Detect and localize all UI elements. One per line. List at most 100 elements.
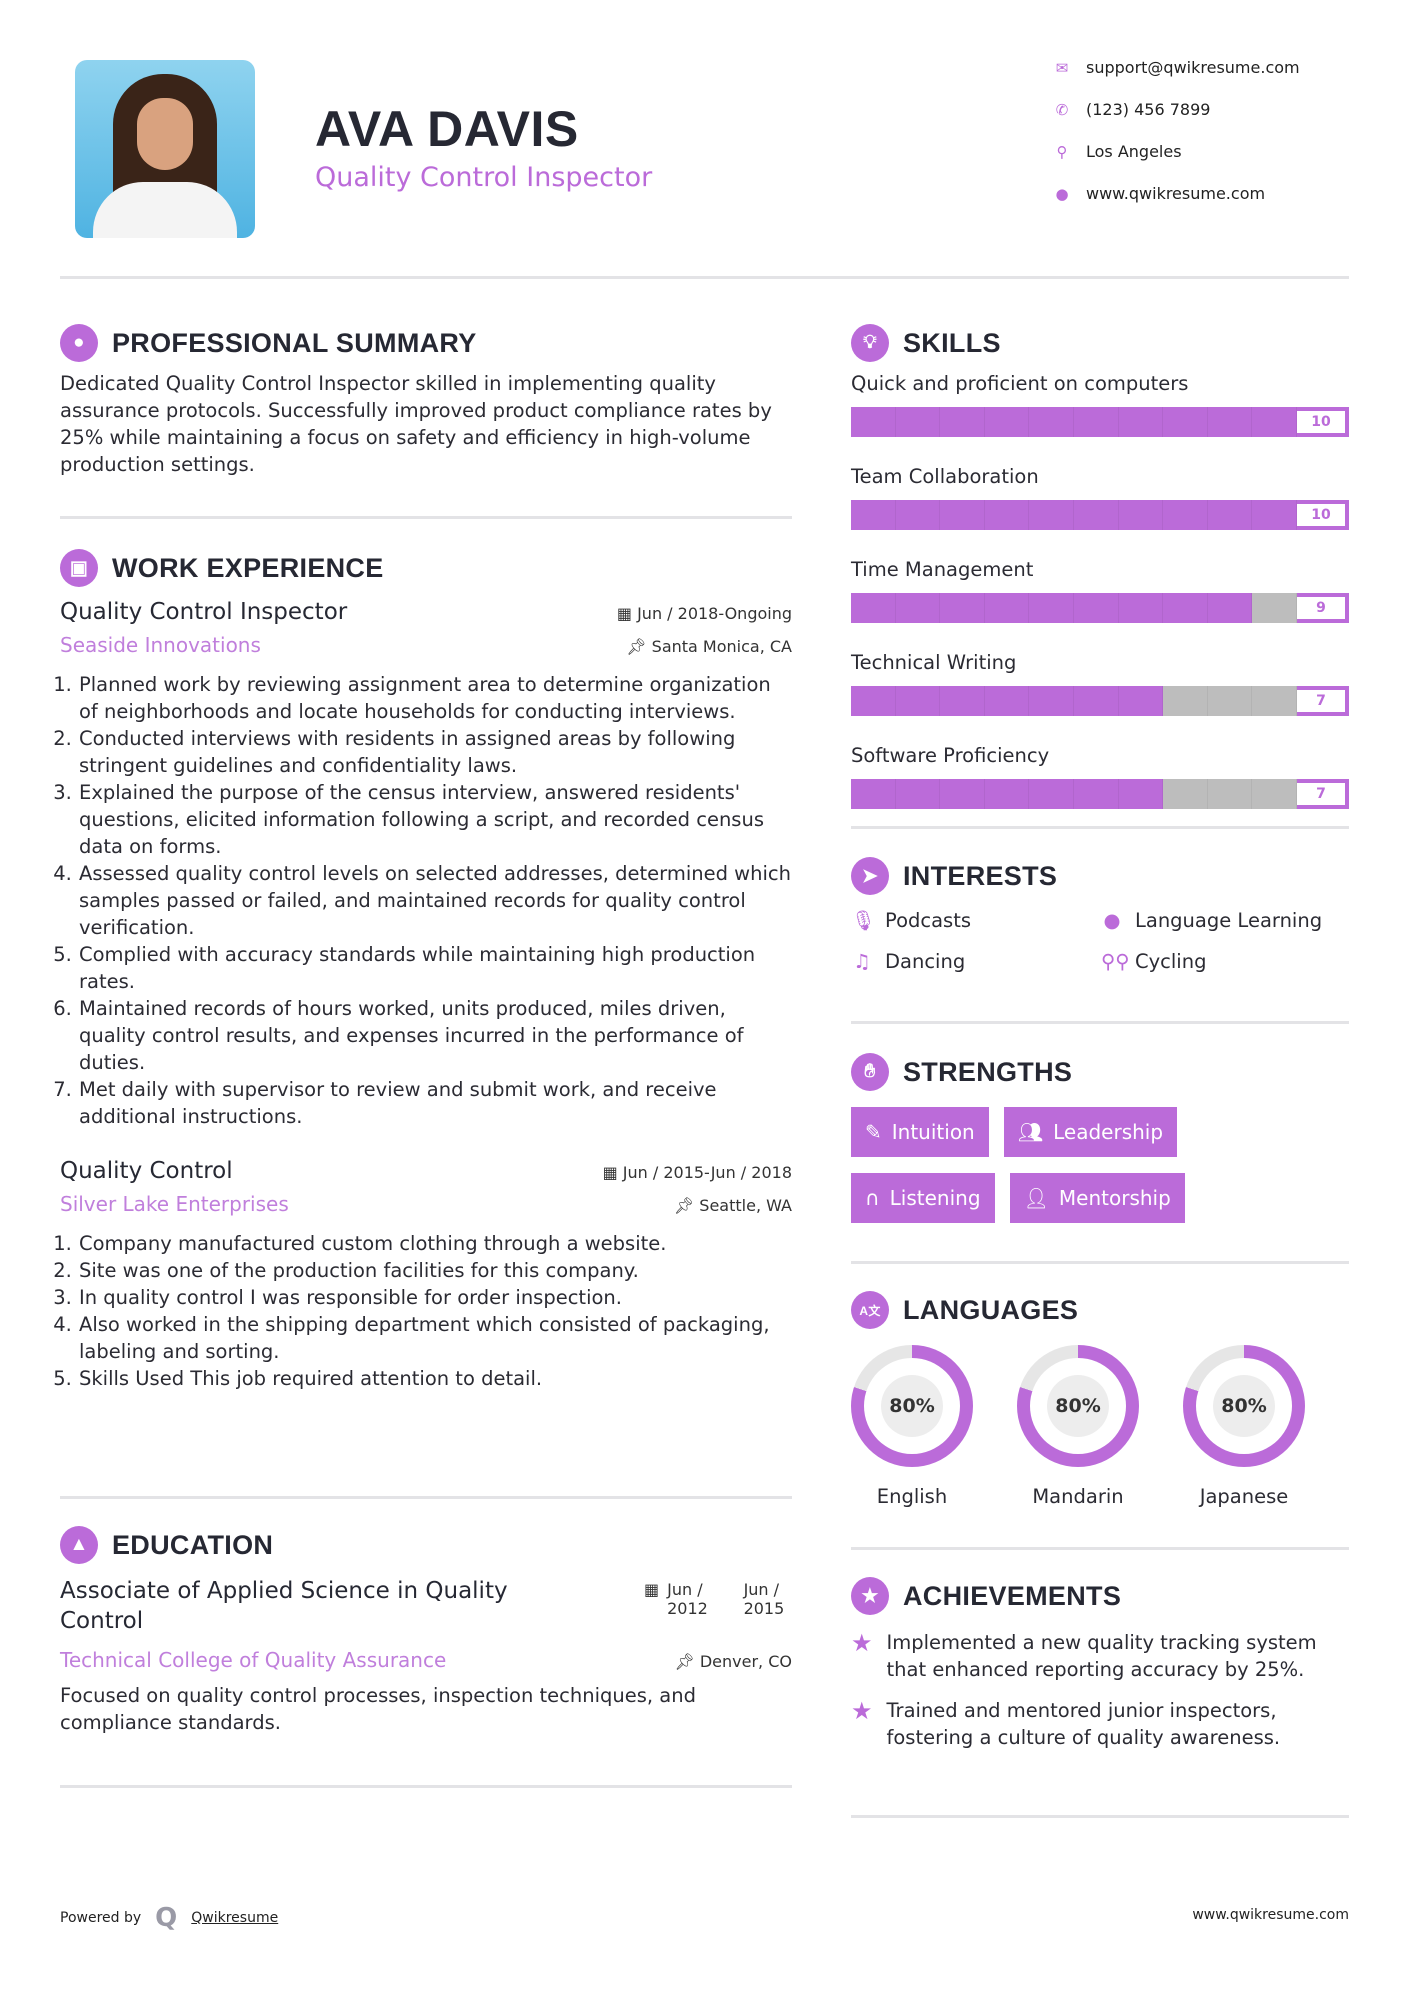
headphones-icon: ∩ [865,1186,880,1210]
bullet: Assessed quality control levels on selec… [78,860,792,941]
skill-label: Software Proficiency [851,744,1050,767]
divider [851,1021,1349,1024]
language-name: Mandarin [1032,1485,1124,1508]
candidate-name: AVA DAVIS [315,101,579,157]
interests-heading: ➤ INTERESTS [851,857,1349,895]
left-column: ● PROFESSIONAL SUMMARY Dedicated Quality … [60,324,792,1392]
divider [60,516,792,519]
heading-text: SKILLS [903,327,1001,358]
contact-email[interactable]: ✉ support@qwikresume.com [1052,58,1300,77]
summary-heading: ● PROFESSIONAL SUMMARY [60,324,792,362]
school-name: Technical College of Quality Assurance [60,1648,447,1672]
strength-intuition: ✎ Intuition [851,1107,989,1157]
strength-leadership: 👥︎ Leadership [1003,1107,1178,1157]
paper-plane-icon: ➤ [851,857,889,895]
language-percent: 80% [881,1375,943,1437]
job-date: ▦ Jun / 2018-Ongoing [616,604,792,623]
skill-value: 7 [1297,779,1349,809]
skill-segment [1029,686,1074,716]
skill-segment [984,407,1030,437]
microphone-icon: 🎙︎ [851,909,876,932]
skill-segment [1163,593,1208,623]
contact-website[interactable]: ● www.qwikresume.com [1052,184,1265,203]
skill-segment [895,686,941,716]
skill-bar: 10 [851,407,1349,437]
skill-segment [1163,779,1208,809]
language-item: 80% English [851,1345,973,1508]
skill-segment [984,686,1030,716]
skill-segment [1073,686,1119,716]
profile-photo [75,60,255,238]
heading-text: PROFESSIONAL SUMMARY [112,327,477,358]
education-dates: ▦ Jun / 2012 Jun / 2015 [644,1580,792,1636]
skill-bar: 9 [851,593,1349,623]
map-pin-icon: ⚲ [1056,142,1068,161]
company-name: Seaside Innovations [60,633,261,657]
skill-label: Quick and proficient on computers [851,372,1189,395]
graduate-icon: ▲ [60,1526,98,1564]
divider [60,1785,792,1788]
skill-segment [1029,407,1074,437]
skill-segment [1118,407,1164,437]
pin-icon: 📌︎ [673,1196,700,1215]
music-note-icon: ♫ [853,950,871,973]
bullet: Skills Used This job required attention … [78,1365,792,1392]
job-bullets: Company manufactured custom clothing thr… [60,1230,792,1392]
envelope-icon: ✉ [1055,58,1069,77]
bullet: Maintained records of hours worked, unit… [78,995,792,1076]
skill-segment [1252,500,1297,530]
job-location: 📌︎ Santa Monica, CA [626,637,792,656]
briefcase-icon: ▣ [60,549,98,587]
skill-value: 10 [1297,500,1349,530]
globe-icon: ● [1055,184,1069,203]
skill-segment [851,407,896,437]
skill-segment [895,500,941,530]
divider [851,1547,1349,1550]
user-plus-icon: 👤︎ [1023,1186,1049,1210]
achievement-item: ★ Implemented a new quality tracking syst… [851,1629,1317,1681]
language-percent: 80% [1047,1375,1109,1437]
skill-segment [984,593,1030,623]
interest-language-learning: ● Language Learning [1101,909,1351,932]
bicycle-icon: ⚲⚲ [1101,950,1130,973]
skill-segment [1118,779,1164,809]
job-date: ▦ Jun / 2015-Jun / 2018 [602,1163,792,1182]
calendar-icon: ▦ [644,1580,660,1599]
language-ring: 80% [1017,1345,1139,1467]
skill-segment [895,779,941,809]
qwikresume-logo-icon: Q [155,1903,178,1933]
header-divider [60,276,1349,279]
skill-segment [895,407,941,437]
skill-segment [1118,593,1164,623]
skill-label: Team Collaboration [851,465,1039,488]
summary-text: Dedicated Quality Control Inspector skil… [60,372,772,476]
user-icon: ● [60,324,98,362]
contact-location: ⚲ Los Angeles [1052,142,1182,161]
skill-value: 7 [1297,686,1349,716]
pin-icon: 📌︎ [626,637,652,656]
skill-segment [1252,779,1297,809]
bullet: Planned work by reviewing assignment are… [78,671,792,725]
skill-segment [1163,407,1208,437]
footer-url[interactable]: www.qwikresume.com [1192,1907,1349,1923]
magic-wand-icon: ✎ [865,1120,882,1144]
strengths-section: ✋︎ STRENGTHS ✎ Intuition 👥︎ Leadership ∩ Lis… [851,1053,1349,1223]
bullet: Conducted interviews with residents in a… [78,725,792,779]
language-item: 80% Japanese [1183,1345,1305,1508]
heading-text: STRENGTHS [903,1056,1073,1087]
skill-segment [940,779,985,809]
strength-listening: ∩ Listening [851,1173,995,1223]
skill-segment [1207,407,1253,437]
qwikresume-link[interactable]: Qwikresume [191,1910,279,1926]
footer-powered: Powered by Q Qwikresume [60,1903,278,1933]
skill-bar: 10 [851,500,1349,530]
skill-segment [940,500,985,530]
skill-segment [940,407,985,437]
job-entry: Quality Control ▦ Jun / 2015-Jun / 2018 S… [60,1158,792,1392]
skill-segment [1118,686,1164,716]
company-name: Silver Lake Enterprises [60,1192,289,1216]
experience-heading: ▣ WORK EXPERIENCE [60,549,792,587]
calendar-icon: ▦ [616,604,638,623]
interest-podcasts: 🎙︎ Podcasts [851,909,972,932]
job-title: Quality Control Inspector [60,599,348,625]
